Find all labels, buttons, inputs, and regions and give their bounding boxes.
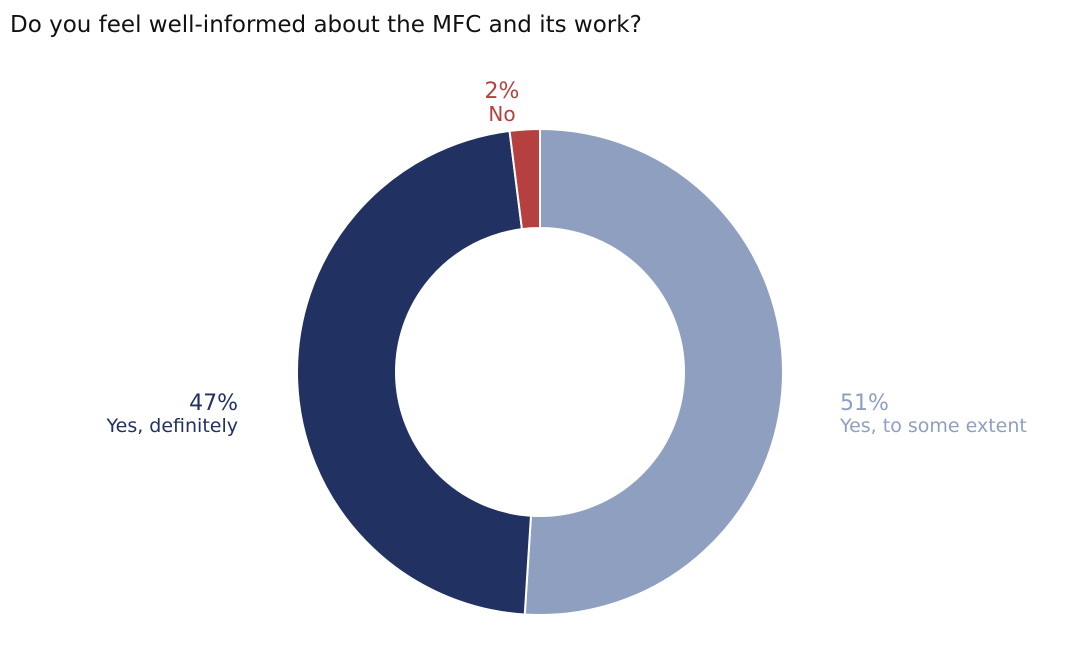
value-label-no: 2%	[485, 79, 520, 104]
value-label-yes-to-some-extent: 51%	[840, 391, 889, 416]
category-label-no: No	[488, 102, 515, 126]
category-label-yes-definitely: Yes, definitely	[106, 415, 238, 437]
value-label-yes-definitely: 47%	[189, 391, 238, 416]
chart-title: Do you feel well-informed about the MFC …	[10, 12, 642, 38]
donut-labels: 51%Yes, to some extent 47%Yes, definitely…	[106, 79, 1027, 437]
donut-slices	[296, 127, 784, 616]
slice-yes-definitely	[296, 129, 533, 616]
slice-yes-to-some-extent	[523, 127, 784, 616]
slice-no	[508, 127, 541, 231]
category-label-yes-to-some-extent: Yes, to some extent	[839, 415, 1027, 437]
